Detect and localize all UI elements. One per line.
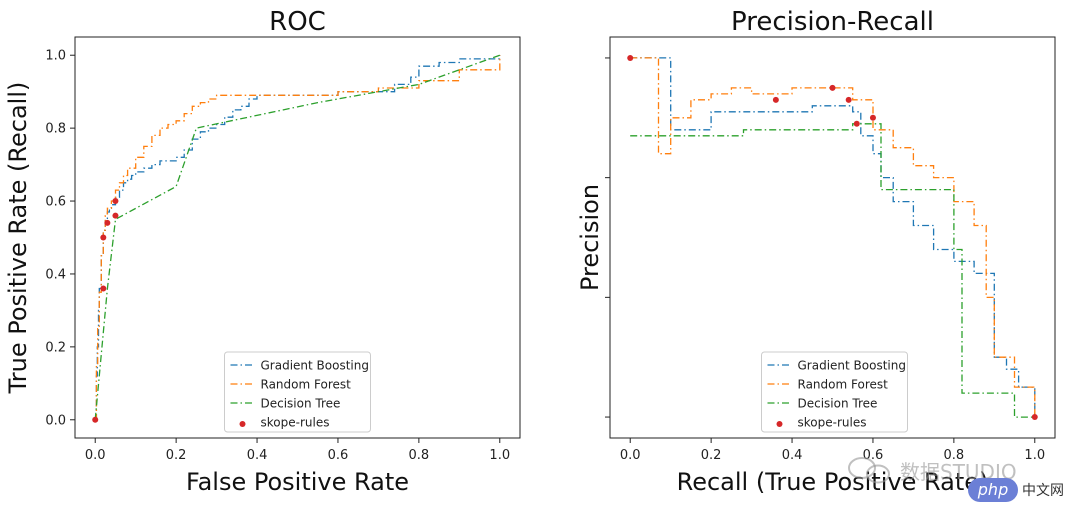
roc-point-skope-rules bbox=[92, 416, 99, 423]
roc-ylabel: True Positive Rate (Recall) bbox=[4, 82, 32, 395]
roc-panel: ROC 0.0 0.2 0.4 0.6 0.8 1.0 0.0 0.2 0.4 0.6 0.8 1.0 F… bbox=[4, 7, 521, 496]
roc-xtick-label: 1.0 bbox=[489, 448, 510, 463]
pr-panel: Precision-Recall 0.0 0.2 0.4 0.6 0.8 1.0 Recall… bbox=[576, 7, 1056, 496]
roc-legend-label: Gradient Boosting bbox=[261, 359, 369, 373]
roc-ytick-label: 0.4 bbox=[45, 267, 66, 282]
pr-legend-swatch bbox=[776, 421, 783, 427]
pr-legend-box bbox=[761, 351, 908, 433]
pr-xtick-label: 0.6 bbox=[863, 448, 884, 463]
roc-point-skope-rules bbox=[112, 198, 119, 205]
pr-point-skope-rules bbox=[1031, 414, 1038, 421]
roc-series-random-forest bbox=[95, 55, 501, 421]
pr-xtick-label: 0.4 bbox=[782, 448, 803, 463]
roc-legend-label: Decision Tree bbox=[261, 397, 341, 411]
pr-xtick-label: 0.2 bbox=[701, 448, 722, 463]
roc-ytick-label: 1.0 bbox=[45, 49, 66, 64]
pr-point-skope-rules bbox=[829, 84, 836, 91]
roc-xtick-label: 0.4 bbox=[247, 448, 268, 463]
roc-legend: Gradient Boosting Random Forest Decision T… bbox=[224, 351, 371, 433]
roc-point-skope-rules bbox=[100, 285, 107, 292]
pr-legend-label: skope-rules bbox=[798, 416, 867, 430]
pr-xtick-label: 1.0 bbox=[1024, 448, 1045, 463]
watermark-site: 中文网 bbox=[1022, 483, 1064, 499]
wechat-icon-bubble-2 bbox=[866, 464, 890, 484]
pr-xlabel: Recall (True Positive Rate) bbox=[677, 468, 989, 496]
pr-point-skope-rules bbox=[772, 96, 779, 103]
pr-point-skope-rules bbox=[627, 54, 634, 61]
roc-plot-area bbox=[94, 54, 501, 421]
pr-legend-label: Gradient Boosting bbox=[798, 359, 906, 373]
roc-ytick-label: 0.8 bbox=[45, 122, 66, 137]
pr-series-gradient-boosting bbox=[630, 57, 1036, 418]
roc-point-skope-rules bbox=[112, 212, 119, 219]
roc-legend-box bbox=[224, 351, 371, 433]
roc-ytick-label: 0.2 bbox=[45, 340, 66, 355]
roc-xlabel: False Positive Rate bbox=[186, 468, 409, 496]
roc-legend-swatch bbox=[239, 421, 246, 427]
pr-legend: Gradient Boosting Random Forest Decision T… bbox=[761, 351, 908, 433]
roc-xtick-label: 0.6 bbox=[328, 448, 349, 463]
roc-point-skope-rules bbox=[100, 234, 107, 241]
roc-xtick-label: 0.0 bbox=[85, 448, 106, 463]
pr-xtick-label: 0.8 bbox=[944, 448, 965, 463]
pr-point-skope-rules bbox=[853, 120, 860, 127]
roc-ytick-label: 0.6 bbox=[45, 195, 66, 210]
pr-series-decision-tree bbox=[630, 123, 1035, 418]
roc-legend-label: skope-rules bbox=[261, 416, 330, 430]
roc-point-skope-rules bbox=[104, 219, 111, 226]
roc-series-decision-tree bbox=[94, 54, 501, 420]
pr-point-skope-rules bbox=[869, 114, 876, 121]
roc-ytick-label: 0.0 bbox=[45, 413, 66, 428]
roc-xtick-label: 0.8 bbox=[409, 448, 430, 463]
pr-plot-area bbox=[630, 57, 1036, 418]
wechat-icon bbox=[848, 457, 890, 484]
roc-legend-label: Random Forest bbox=[261, 378, 352, 392]
pr-ylabel: Precision bbox=[576, 184, 604, 291]
roc-title: ROC bbox=[269, 7, 326, 37]
pr-legend-label: Random Forest bbox=[798, 378, 889, 392]
pr-xtick-label: 0.0 bbox=[620, 448, 641, 463]
pr-point-skope-rules bbox=[845, 96, 852, 103]
pr-title: Precision-Recall bbox=[731, 7, 934, 37]
roc-xtick-label: 0.2 bbox=[166, 448, 187, 463]
pr-legend-label: Decision Tree bbox=[798, 397, 878, 411]
php-logo: php bbox=[968, 478, 1018, 502]
wechat-icon-bubble-1 bbox=[848, 457, 876, 479]
